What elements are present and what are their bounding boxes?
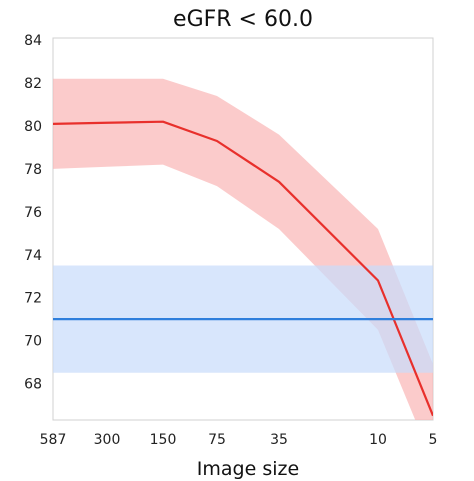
x-tick-label: 35 (270, 432, 288, 448)
series-0-confidence-band (53, 78, 433, 420)
x-tick-label: 587 (40, 432, 67, 448)
x-tick-label: 75 (208, 432, 226, 448)
y-tick-label: 72 (24, 291, 42, 307)
y-tick-label: 80 (24, 119, 42, 135)
chart-title: eGFR < 60.0 (173, 7, 313, 32)
x-tick-label: 5 (429, 432, 438, 448)
x-tick-label: 10 (369, 432, 387, 448)
y-tick-label: 84 (24, 33, 42, 49)
x-axis-ticks: 587 300 150 75 35 10 5 (40, 432, 438, 448)
y-tick-label: 78 (24, 162, 42, 178)
y-axis-ticks: 68 70 72 74 76 78 80 82 84 (24, 33, 42, 392)
y-tick-label: 74 (24, 248, 42, 264)
y-tick-label: 70 (24, 334, 42, 350)
series-0-line (53, 120, 433, 417)
x-tick-label: 150 (150, 432, 177, 448)
y-tick-label: 82 (24, 76, 42, 92)
x-tick-label: 300 (94, 432, 121, 448)
x-axis-label: Image size (197, 458, 299, 480)
series-layer (53, 78, 433, 420)
y-tick-label: 68 (24, 377, 42, 393)
y-tick-label: 76 (24, 205, 42, 221)
